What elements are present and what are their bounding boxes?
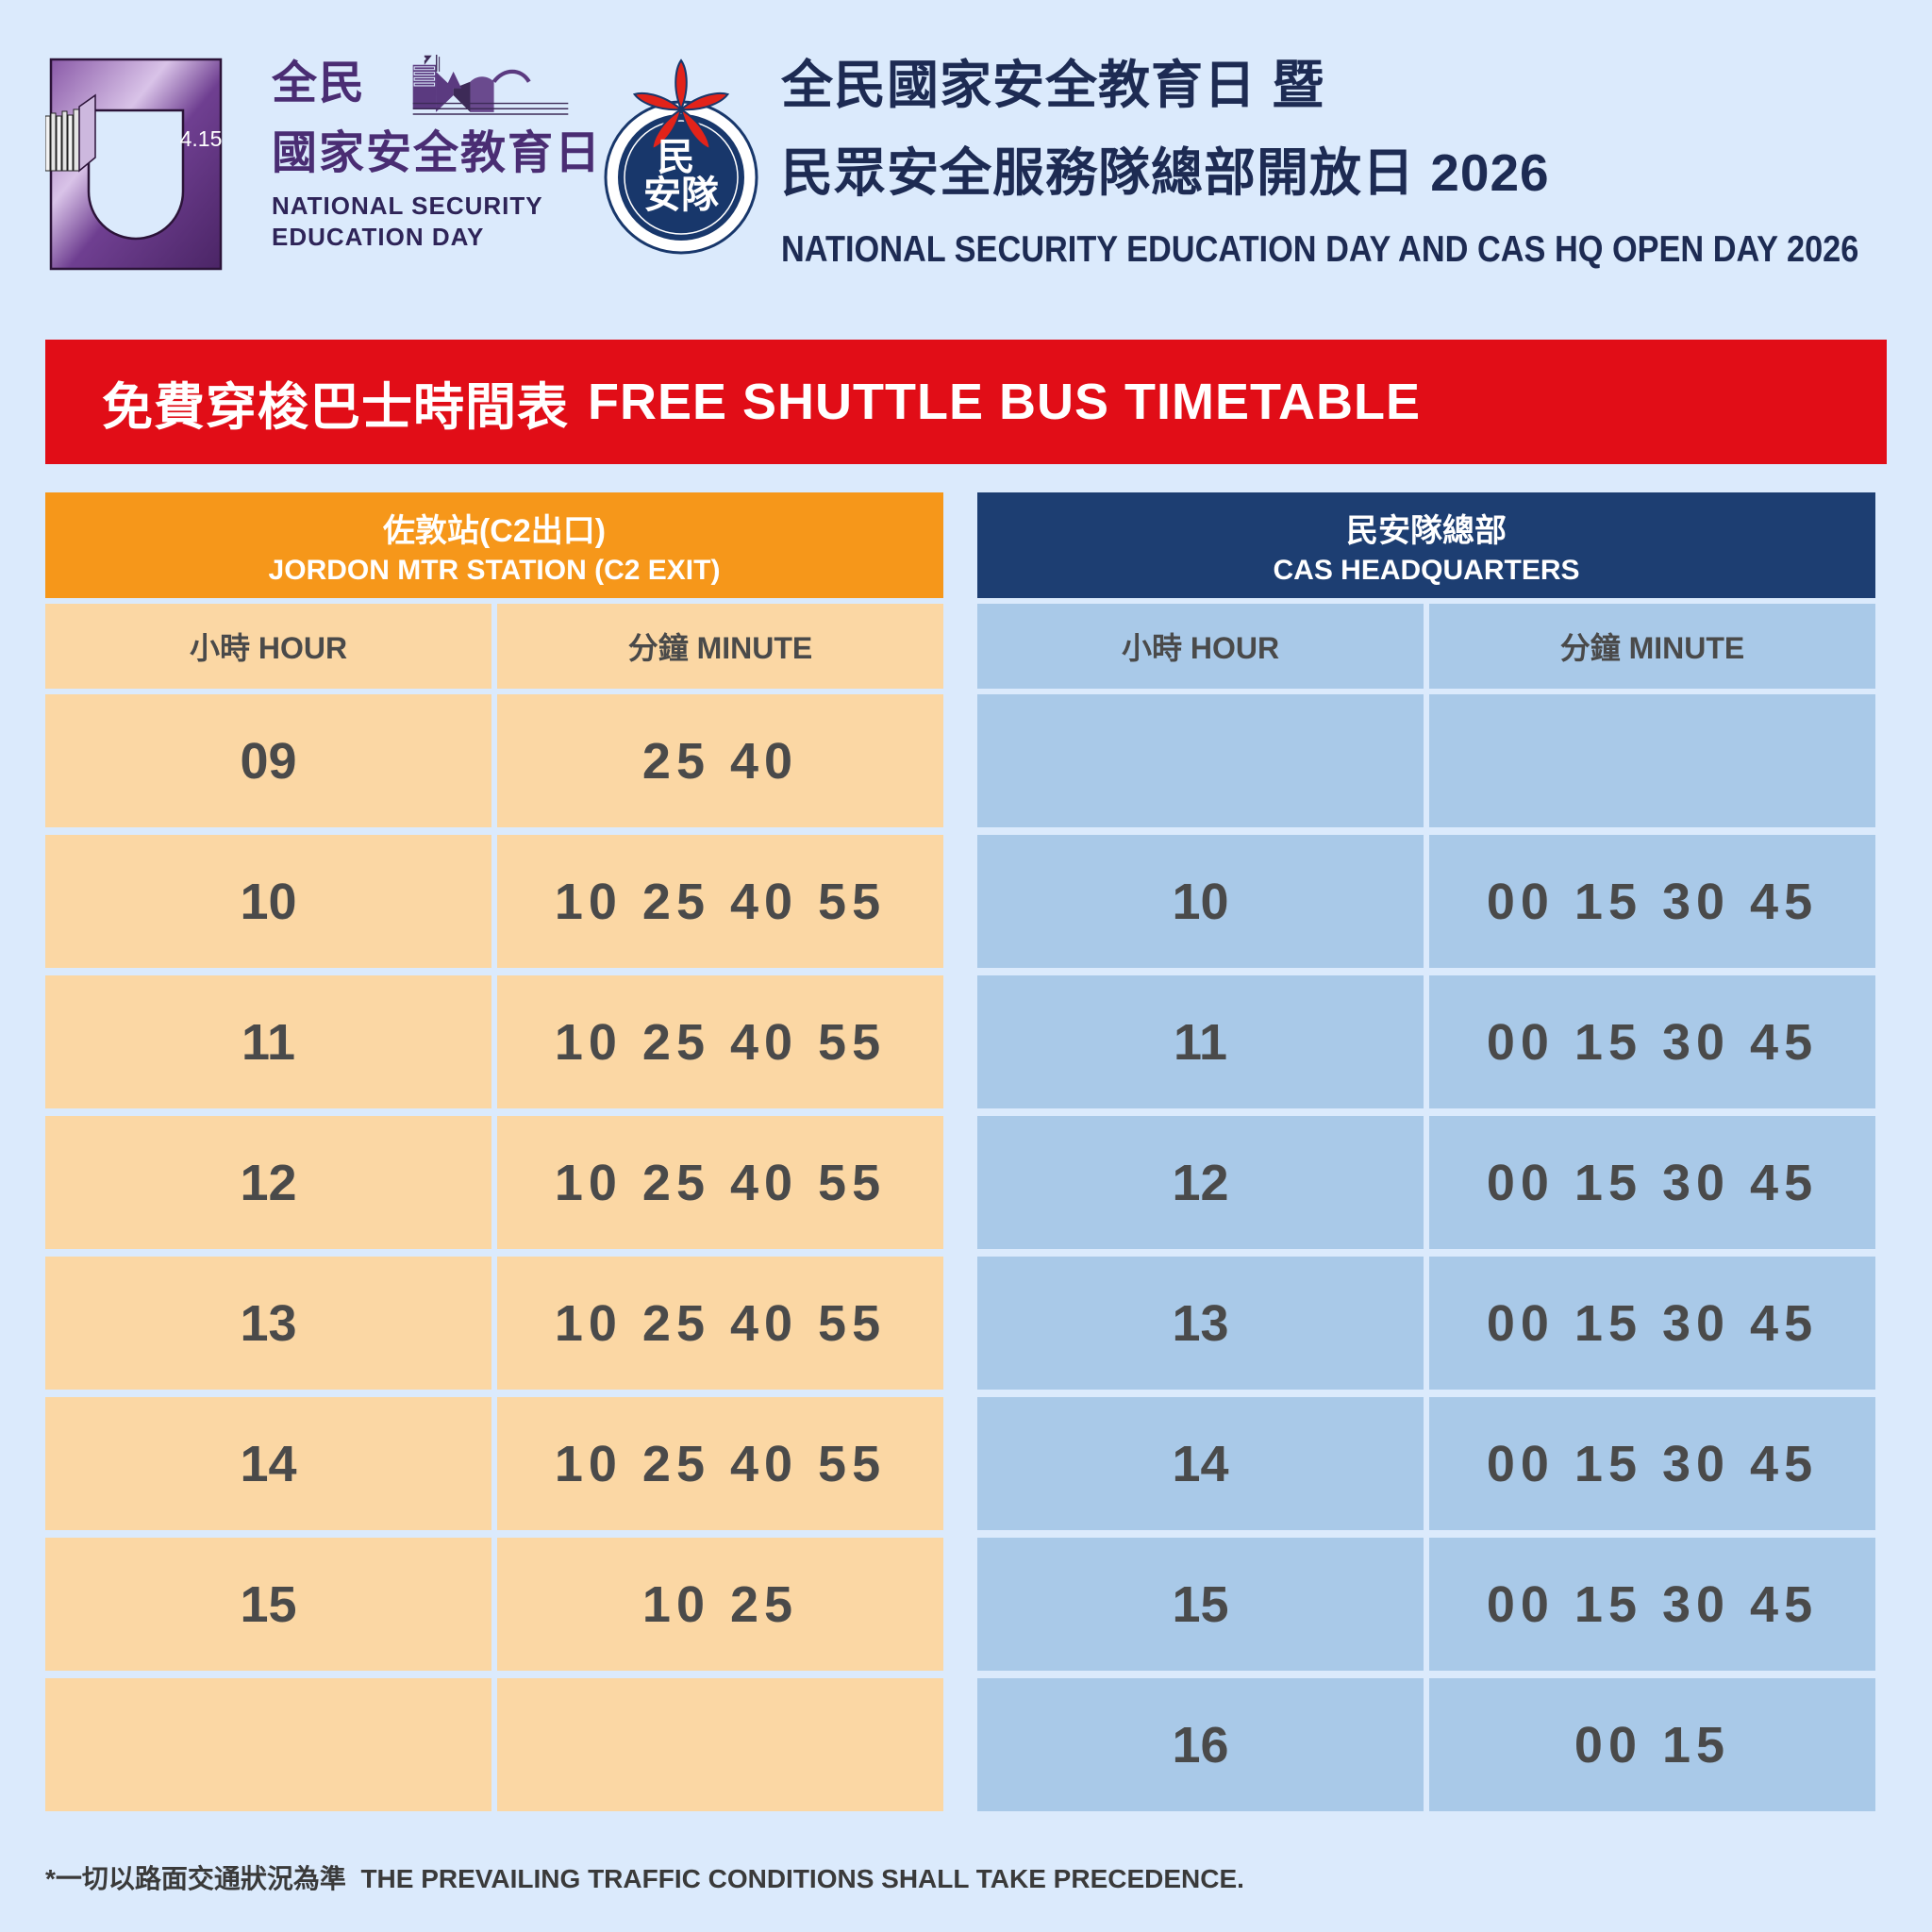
svg-text:4.15: 4.15 bbox=[180, 126, 223, 151]
